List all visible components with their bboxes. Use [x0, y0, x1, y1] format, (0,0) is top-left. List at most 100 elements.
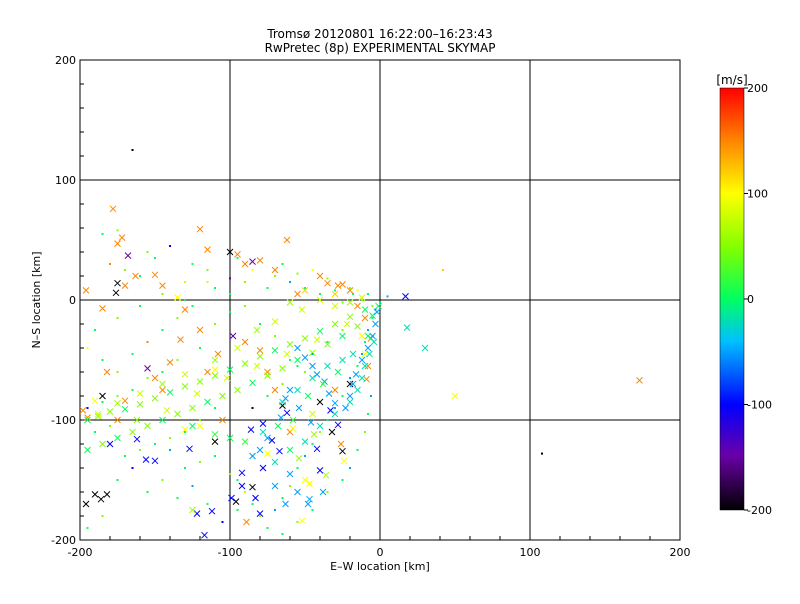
data-point-x [343, 320, 351, 328]
data-point-x [306, 480, 313, 487]
data-point-x [196, 378, 204, 385]
data-point-x [243, 518, 250, 526]
data-point-x [238, 469, 246, 477]
data-point-dot [349, 467, 351, 469]
data-point-x [286, 341, 294, 348]
colorbar-tick-label: 100 [747, 188, 768, 201]
data-point-x [151, 395, 159, 402]
data-point-x [271, 318, 279, 325]
data-point-x [301, 354, 309, 361]
data-point-dot [251, 407, 254, 409]
data-point-dot [176, 359, 179, 361]
data-point-dot [371, 317, 374, 319]
data-point-x [375, 302, 382, 310]
data-point-dot [86, 527, 89, 529]
data-point-x [166, 389, 174, 396]
data-point-x [301, 287, 309, 294]
data-point-x [354, 302, 361, 310]
data-point-dot [274, 275, 276, 277]
data-point-x [196, 422, 204, 430]
data-point-x [256, 446, 264, 454]
data-point-dot [116, 229, 119, 232]
data-point-dot [311, 509, 314, 511]
data-point-dot [214, 323, 216, 325]
data-point-x [331, 386, 339, 394]
data-point-x [256, 353, 264, 360]
data-point-dot [124, 269, 126, 271]
data-point-dot [169, 437, 171, 439]
data-point-x [84, 446, 91, 454]
y-tick-label: 0 [69, 294, 76, 307]
x-tick-label: 100 [520, 546, 541, 559]
data-point-x [324, 362, 331, 370]
data-point-x [310, 431, 318, 438]
data-point-dot [374, 308, 377, 311]
data-point-x [189, 506, 196, 514]
data-point-x [294, 356, 301, 364]
data-point-x [151, 374, 159, 382]
data-point-dot [334, 289, 336, 292]
data-point-dot [199, 347, 201, 349]
data-point-x [304, 500, 312, 508]
data-point-dot [101, 401, 104, 403]
data-point-dot [116, 479, 119, 481]
data-point-x [366, 350, 373, 358]
data-point-dot [169, 449, 171, 451]
data-point-x [193, 510, 201, 517]
data-point-dot [266, 287, 269, 289]
data-point-x [271, 482, 279, 490]
data-point-x [295, 455, 303, 462]
data-point-dot [296, 521, 299, 523]
data-point-x [301, 335, 309, 342]
data-point-dot [259, 323, 261, 325]
data-point-x [636, 377, 643, 384]
data-point-dot [341, 329, 344, 331]
data-point-dot [184, 467, 186, 469]
colorbar-ticks: 200 100 0 -100 -200 [744, 82, 772, 517]
chart-title-line2: RwPretec (8p) EXPERIMENTAL SKYMAP [265, 41, 496, 55]
data-point-x [271, 386, 279, 394]
data-point-dot [124, 455, 126, 457]
data-point-x [361, 362, 369, 370]
data-point-x [346, 299, 354, 306]
data-point-dot [199, 461, 201, 463]
data-point-x [204, 398, 211, 406]
data-point-x [211, 438, 219, 445]
data-point-dot [244, 491, 246, 493]
data-point-dot [154, 257, 156, 259]
data-point-dot [131, 353, 134, 355]
data-point-x [327, 407, 334, 414]
data-point-dot [442, 269, 444, 271]
data-point-x [232, 498, 240, 505]
data-point-x [271, 458, 279, 466]
data-point-x [181, 306, 189, 313]
data-point-x [316, 296, 324, 304]
data-point-dot [116, 395, 119, 397]
data-point-dot [161, 371, 164, 373]
data-point-x [238, 482, 246, 490]
data-point-dot [304, 287, 306, 289]
data-point-x [325, 390, 333, 397]
data-point-dot [341, 301, 344, 304]
data-point-x [316, 422, 324, 430]
data-point-x [241, 338, 249, 346]
data-point-dot [296, 467, 299, 469]
data-point-x [106, 440, 114, 448]
data-point-x [364, 362, 372, 370]
data-point-dot [214, 287, 216, 289]
colorbar-label: [m/s] [716, 73, 747, 87]
data-point-x [294, 488, 301, 496]
data-point-x [358, 294, 366, 301]
data-point-x [181, 426, 189, 433]
data-point-x [313, 445, 321, 453]
y-tick-label: 100 [55, 174, 76, 187]
data-point-dot [251, 269, 254, 271]
data-point-x [279, 365, 286, 372]
data-point-dot [116, 371, 119, 373]
data-point-x [124, 252, 132, 259]
data-point-x [82, 500, 90, 508]
data-point-x [334, 421, 342, 429]
data-point-x [277, 414, 285, 421]
data-point-dot [289, 485, 291, 487]
data-point-dot [296, 272, 299, 275]
